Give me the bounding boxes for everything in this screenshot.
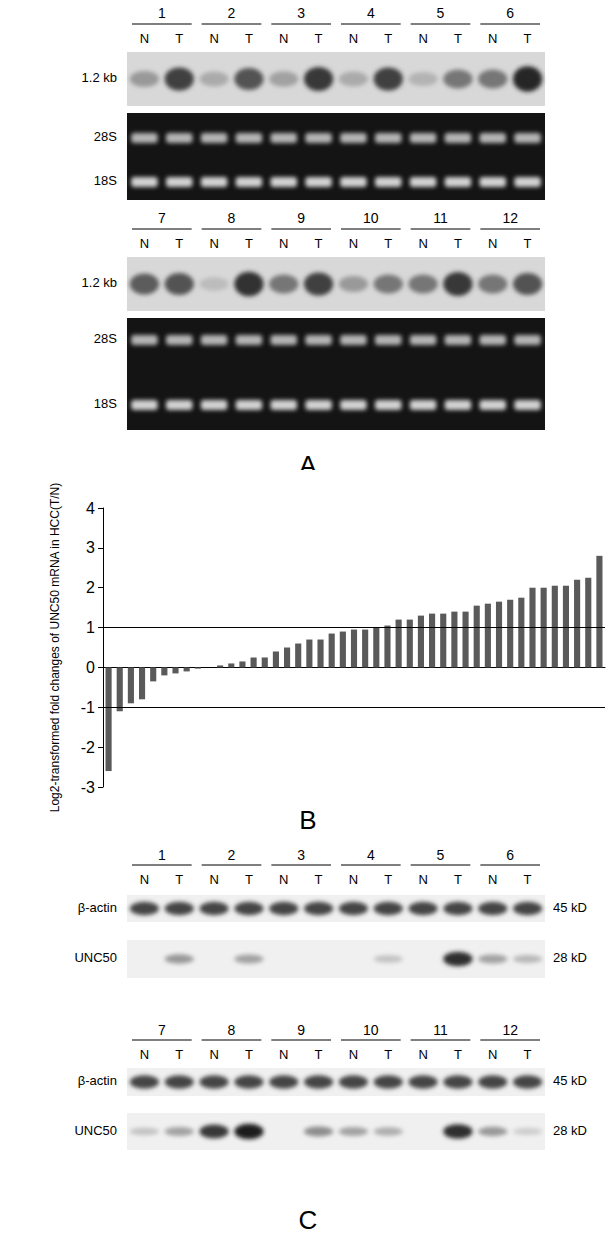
svg-text:T: T	[245, 872, 253, 887]
svg-text:T: T	[315, 1047, 323, 1062]
svg-text:T: T	[454, 872, 462, 887]
svg-text:T: T	[315, 236, 323, 251]
svg-text:C: C	[299, 1205, 318, 1235]
svg-text:N: N	[488, 31, 497, 46]
svg-text:T: T	[175, 236, 183, 251]
svg-text:N: N	[279, 872, 288, 887]
svg-text:5: 5	[437, 5, 445, 21]
svg-text:A: A	[299, 449, 317, 480]
svg-text:N: N	[349, 236, 358, 251]
svg-text:-1: -1	[81, 699, 95, 716]
svg-text:T: T	[315, 872, 323, 887]
svg-text:β-actin: β-actin	[78, 900, 117, 915]
svg-text:T: T	[384, 236, 392, 251]
svg-text:7: 7	[158, 210, 166, 226]
svg-text:-3: -3	[81, 779, 95, 796]
svg-text:B: B	[299, 805, 316, 835]
svg-text:2: 2	[227, 846, 236, 863]
svg-text:T: T	[384, 1047, 392, 1062]
svg-text:9: 9	[297, 1022, 305, 1038]
svg-text:N: N	[418, 31, 427, 46]
svg-text:N: N	[209, 872, 218, 887]
svg-text:T: T	[245, 1047, 253, 1062]
svg-text:28S: 28S	[94, 331, 117, 346]
svg-text:N: N	[488, 1047, 497, 1062]
svg-text:UNC50: UNC50	[74, 950, 117, 965]
svg-text:1.2 kb: 1.2 kb	[82, 275, 117, 290]
svg-text:T: T	[175, 1047, 183, 1062]
svg-text:N: N	[140, 872, 149, 887]
svg-text:5: 5	[436, 846, 445, 863]
svg-text:3: 3	[86, 539, 95, 556]
svg-text:7: 7	[158, 1022, 166, 1038]
svg-text:4: 4	[366, 846, 375, 863]
svg-text:-2: -2	[81, 739, 95, 756]
svg-text:11: 11	[433, 210, 448, 226]
svg-text:N: N	[349, 31, 358, 46]
svg-text:N: N	[418, 1047, 427, 1062]
svg-text:T: T	[524, 872, 532, 887]
svg-text:45 kD: 45 kD	[553, 1073, 587, 1088]
svg-text:N: N	[488, 236, 497, 251]
svg-text:9: 9	[297, 210, 305, 226]
svg-text:4: 4	[367, 5, 375, 21]
svg-text:28 kD: 28 kD	[553, 950, 587, 965]
svg-text:1: 1	[157, 846, 166, 863]
svg-text:2: 2	[228, 5, 236, 21]
svg-text:N: N	[349, 872, 358, 887]
svg-text:N: N	[209, 31, 218, 46]
svg-text:N: N	[279, 1047, 288, 1062]
svg-text:6: 6	[506, 846, 515, 863]
svg-text:28S: 28S	[94, 129, 117, 144]
svg-text:T: T	[315, 31, 323, 46]
svg-text:8: 8	[228, 1022, 236, 1038]
svg-text:T: T	[384, 872, 392, 887]
svg-text:18S: 18S	[94, 173, 117, 188]
svg-text:T: T	[454, 1047, 462, 1062]
svg-text:T: T	[175, 31, 183, 46]
svg-text:3: 3	[297, 5, 305, 21]
svg-text:10: 10	[363, 210, 379, 226]
svg-text:N: N	[349, 1047, 358, 1062]
svg-text:T: T	[384, 31, 392, 46]
svg-text:UNC50: UNC50	[74, 1123, 117, 1138]
svg-text:1: 1	[158, 5, 166, 21]
svg-text:1: 1	[86, 619, 95, 636]
svg-text:2: 2	[86, 579, 95, 596]
svg-text:T: T	[245, 31, 253, 46]
svg-text:T: T	[454, 236, 462, 251]
svg-text:10: 10	[363, 1022, 379, 1038]
svg-text:12: 12	[502, 1022, 518, 1038]
svg-text:N: N	[279, 236, 288, 251]
svg-text:β-actin: β-actin	[78, 1073, 117, 1088]
svg-text:T: T	[454, 31, 462, 46]
svg-text:Log2-transformed fold changes: Log2-transformed fold changes of UNC50 m…	[48, 483, 62, 812]
svg-text:N: N	[140, 1047, 149, 1062]
svg-text:N: N	[488, 872, 497, 887]
svg-text:T: T	[245, 236, 253, 251]
svg-text:4: 4	[86, 500, 95, 517]
svg-text:N: N	[279, 31, 288, 46]
svg-text:1.2 kb: 1.2 kb	[82, 70, 117, 85]
svg-text:N: N	[418, 236, 427, 251]
svg-text:8: 8	[228, 210, 236, 226]
svg-text:T: T	[175, 872, 183, 887]
svg-text:6: 6	[506, 5, 514, 21]
svg-text:N: N	[209, 236, 218, 251]
svg-text:11: 11	[433, 1022, 448, 1038]
svg-text:T: T	[524, 236, 532, 251]
svg-text:N: N	[140, 31, 149, 46]
svg-text:12: 12	[502, 210, 518, 226]
svg-text:T: T	[524, 31, 532, 46]
svg-text:N: N	[209, 1047, 218, 1062]
svg-text:N: N	[140, 236, 149, 251]
svg-text:N: N	[418, 872, 427, 887]
svg-text:18S: 18S	[94, 396, 117, 411]
svg-text:45 kD: 45 kD	[553, 900, 587, 915]
svg-text:T: T	[524, 1047, 532, 1062]
svg-text:0: 0	[86, 659, 95, 676]
svg-text:28 kD: 28 kD	[553, 1123, 587, 1138]
svg-text:3: 3	[297, 846, 306, 863]
